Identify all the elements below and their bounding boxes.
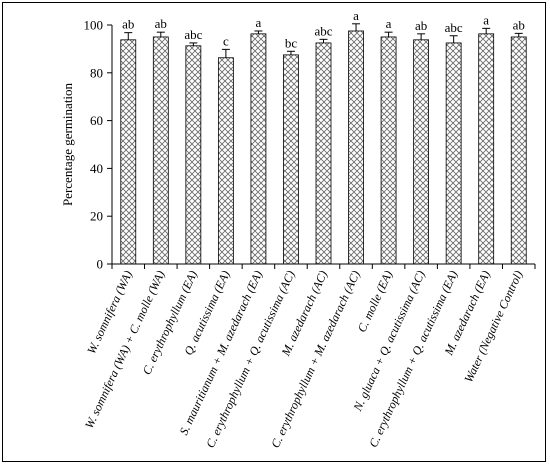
bar <box>120 39 137 265</box>
significance-label: abc <box>445 20 463 35</box>
y-tick-label: 60 <box>90 113 103 128</box>
significance-label: a <box>483 12 489 27</box>
bar <box>283 54 299 265</box>
bar <box>348 30 364 265</box>
bar <box>315 42 332 265</box>
bar <box>152 36 169 265</box>
y-tick-label: 20 <box>90 209 103 224</box>
y-tick-label: 80 <box>90 65 103 80</box>
significance-label: ab <box>513 17 525 32</box>
significance-label: a <box>353 8 359 23</box>
significance-label: bc <box>285 35 298 50</box>
significance-label: a <box>256 15 262 30</box>
y-tick-label: 40 <box>90 161 103 176</box>
significance-label: ab <box>415 18 427 33</box>
bar <box>510 36 527 265</box>
significance-label: abc <box>184 27 202 42</box>
bar <box>478 33 495 265</box>
y-tick-label: 0 <box>97 257 104 272</box>
bar <box>217 57 234 265</box>
y-tick-label: 100 <box>84 18 104 33</box>
bar <box>185 45 202 265</box>
significance-label: ab <box>155 16 167 31</box>
significance-label: c <box>223 33 229 48</box>
x-tick-label: Water (Negative Control) <box>461 268 525 384</box>
significance-label: a <box>386 16 392 31</box>
bar <box>445 42 462 265</box>
y-axis-title: Percentage germination <box>60 82 75 206</box>
bar <box>413 39 430 265</box>
bar <box>250 33 267 265</box>
significance-label: abc <box>314 23 332 38</box>
significance-label: ab <box>122 17 134 32</box>
bar <box>380 36 397 265</box>
